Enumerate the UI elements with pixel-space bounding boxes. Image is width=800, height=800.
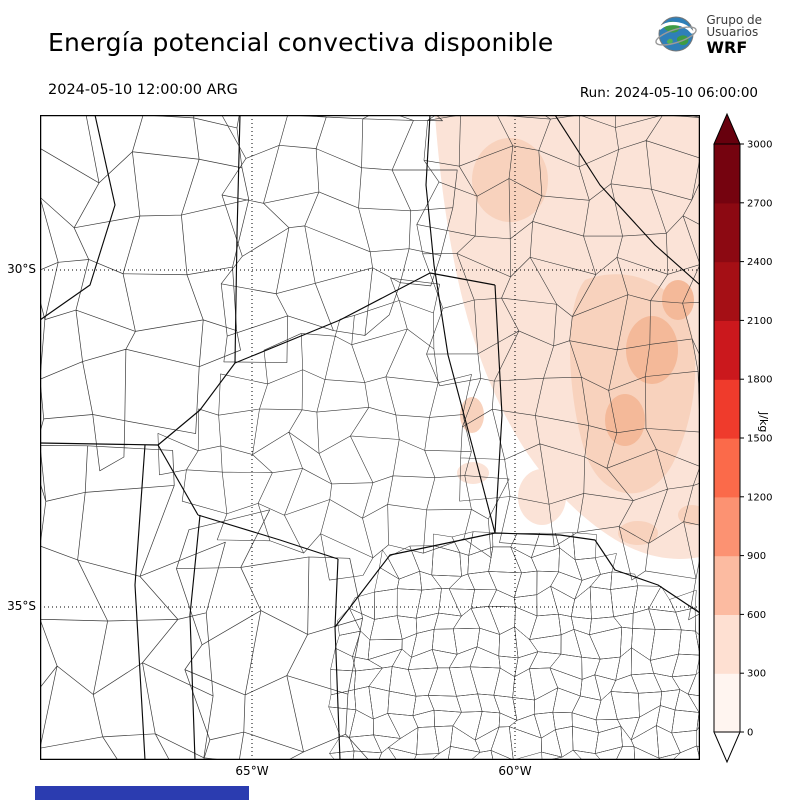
lon-label-60w: 60°W [498,764,532,778]
logo-line-2: Usuarios [706,25,759,40]
colorbar: 0 300 600 900 1200 1500 1800 2100 2400 2700 3000 [713,112,772,764]
colorbar-tick-label: 2700 [747,198,772,209]
globe-icon [655,16,698,52]
colorbar-tick-label: 3000 [747,140,772,151]
logo-line-3: WRF [706,37,748,57]
province-boundaries [39,114,701,761]
lon-label-65w: 65°W [235,764,269,778]
colorbar-tick-label: 0 [747,728,753,739]
colorbar-tick-label: 2100 [747,316,772,327]
wrf-logo: Grupo de Usuarios WRF [653,12,762,58]
colorbar-unit-label: J/kg [757,412,770,433]
colorbar-tick-label: 2400 [747,257,772,268]
logo-line-1: Grupo de [706,12,762,27]
lat-label-30s: 30°S [7,262,36,276]
map-figure [39,114,706,761]
run-time-label: Run: 2024-05-10 06:00:00 [579,85,758,101]
colorbar-tick-label: 900 [747,551,766,562]
colorbar-tick-label: 1200 [747,492,772,503]
colorbar-tick-label: 1800 [747,375,772,386]
valid-time-label: 2024-05-10 12:00:00 ARG [48,82,238,98]
map-frame [39,114,701,761]
colorbar-tick-label: 1500 [747,434,772,445]
map-canvas [39,114,706,761]
footer-watermark-bar [35,786,249,800]
cape-shading [435,115,706,559]
colorbar-tick-label: 300 [747,669,766,680]
page-title: Energía potencial convectiva disponible [48,28,554,57]
colorbar-tick-label: 600 [747,610,766,621]
lat-label-35s: 35°S [7,599,36,613]
